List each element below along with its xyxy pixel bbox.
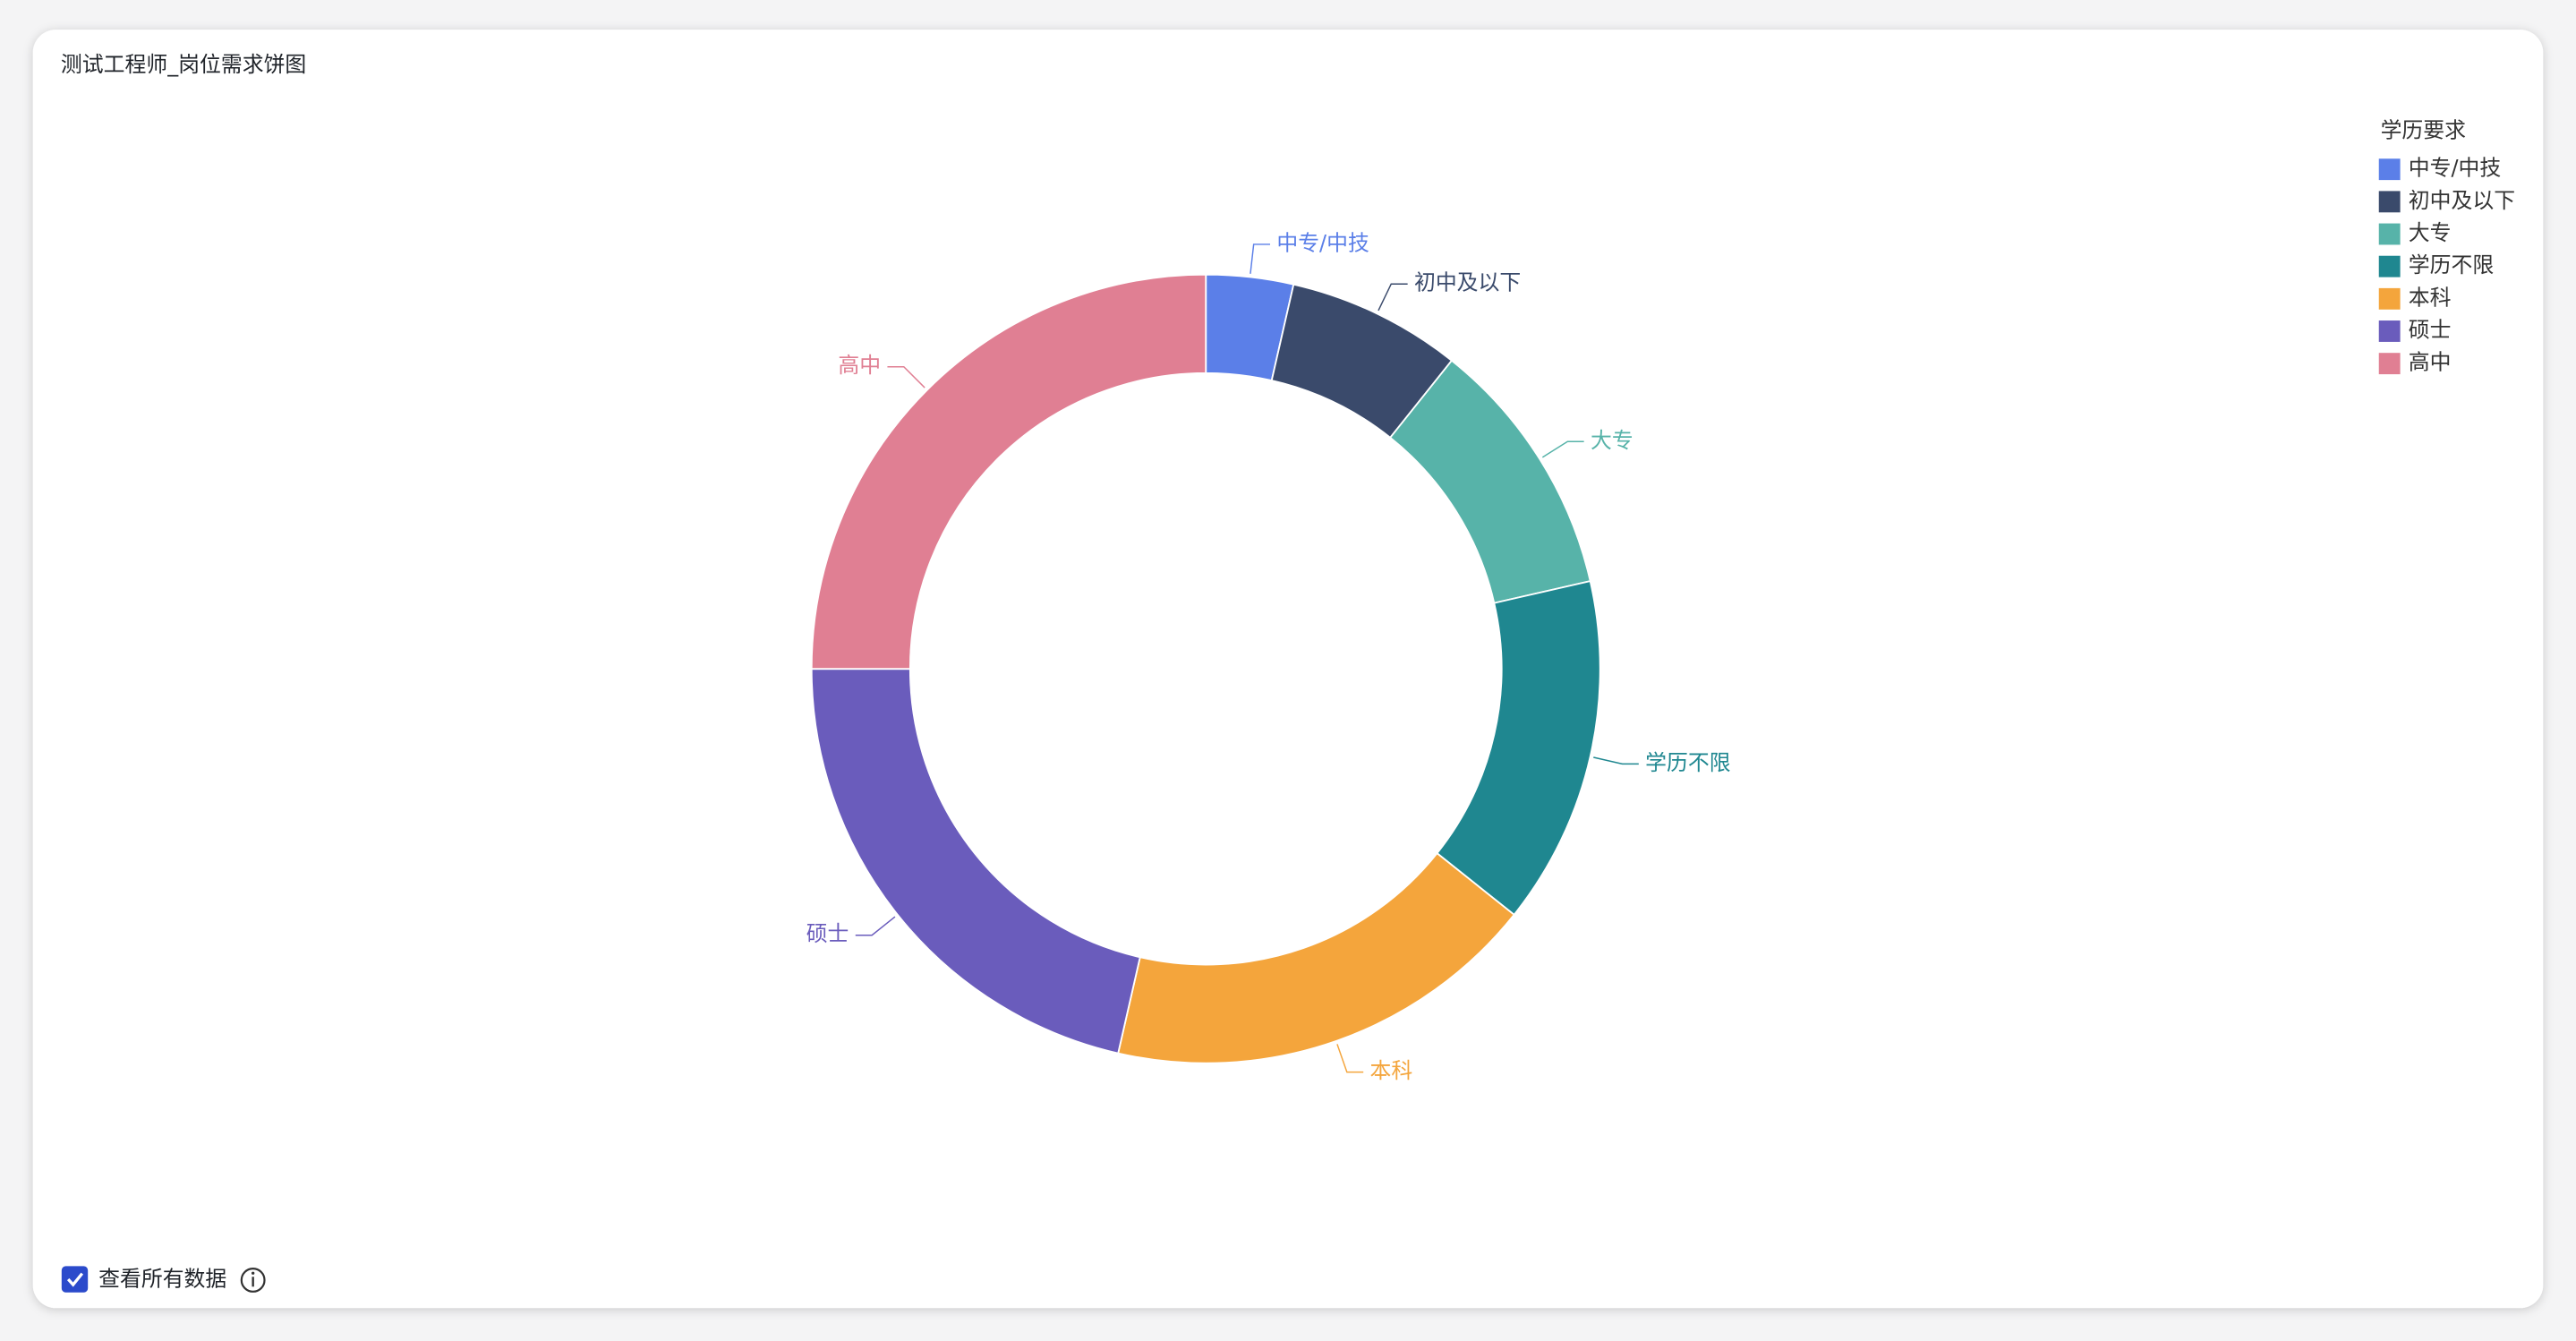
checkbox-tick xyxy=(66,1272,84,1287)
leader-line xyxy=(1336,1044,1364,1073)
leader-line xyxy=(855,916,896,936)
info-icon-dot xyxy=(252,1271,255,1275)
segment-label: 学历不限 xyxy=(1645,750,1731,775)
info-icon[interactable] xyxy=(240,1268,266,1293)
segment-label: 中专/中技 xyxy=(1276,230,1369,255)
legend-swatch xyxy=(2378,255,2401,278)
segment-label: 硕士 xyxy=(806,921,849,946)
legend-label: 本科 xyxy=(2409,285,2452,310)
checkbox[interactable] xyxy=(61,1266,89,1293)
pie-segment xyxy=(810,273,1207,670)
legend-label: 高中 xyxy=(2409,350,2452,375)
legend-label: 学历不限 xyxy=(2409,252,2495,278)
legend-swatch xyxy=(2378,191,2401,213)
legend-swatch xyxy=(2378,158,2401,181)
legend-label: 硕士 xyxy=(2409,317,2452,342)
segment-label: 高中 xyxy=(838,353,881,378)
legend-title: 学历要求 xyxy=(2381,117,2467,142)
legend-swatch xyxy=(2378,223,2401,245)
leader-line xyxy=(1250,243,1271,274)
legend-swatch xyxy=(2378,287,2401,310)
leader-line xyxy=(887,365,925,389)
legend-label: 大专 xyxy=(2409,220,2452,245)
legend-swatch xyxy=(2378,353,2401,375)
checkbox-box xyxy=(61,1266,89,1293)
segment-label: 大专 xyxy=(1591,428,1633,453)
checkbox-label[interactable]: 查看所有数据 xyxy=(98,1266,226,1291)
legend-swatch xyxy=(2378,320,2401,342)
leader-line xyxy=(1541,440,1584,458)
footer: 查看所有数据 xyxy=(61,1266,266,1293)
leader-line xyxy=(1378,283,1408,312)
leader-line xyxy=(1593,756,1639,765)
legend-label: 中专/中技 xyxy=(2409,156,2502,181)
chart-title: 测试工程师_岗位需求饼图 xyxy=(61,52,306,77)
card xyxy=(32,30,2544,1309)
legend-label: 初中及以下 xyxy=(2409,188,2515,213)
segment-label: 初中及以下 xyxy=(1414,270,1521,295)
segment-label: 本科 xyxy=(1370,1058,1413,1083)
